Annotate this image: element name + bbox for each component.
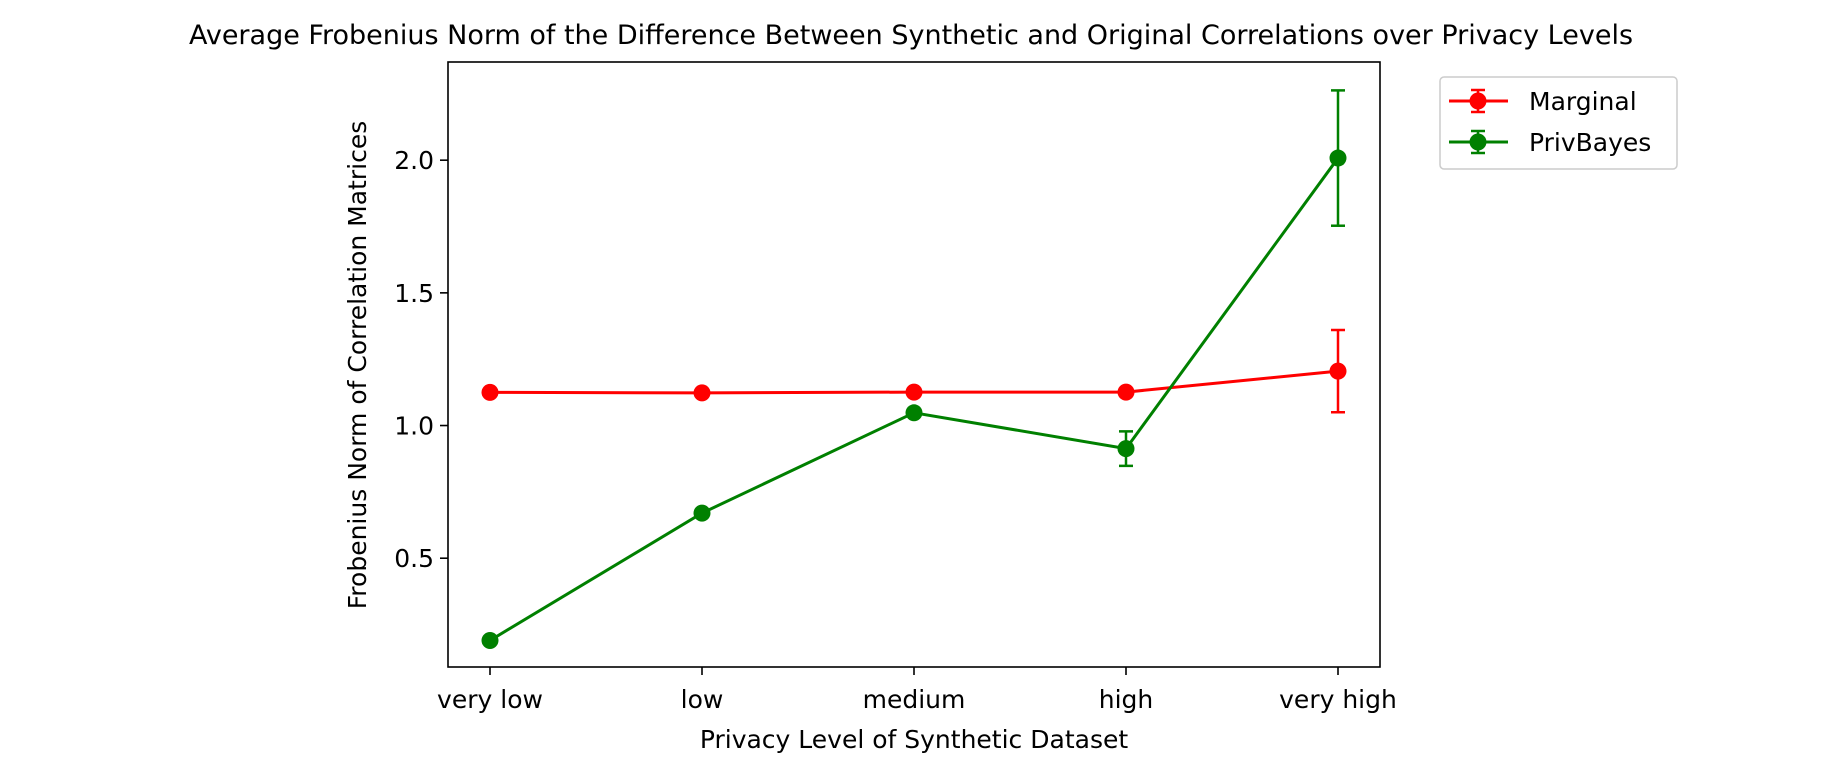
x-tick-label: very low <box>437 685 543 714</box>
data-point <box>905 404 923 422</box>
y-tick-label: 1.0 <box>394 412 434 441</box>
y-tick-label: 2.0 <box>394 146 434 175</box>
x-axis-label: Privacy Level of Synthetic Dataset <box>700 725 1129 754</box>
y-axis-label: Frobenius Norm of Correlation Matrices <box>343 121 372 610</box>
legend-label: PrivBayes <box>1529 128 1651 157</box>
y-tick-label: 0.5 <box>394 544 434 573</box>
chart-title: Average Frobenius Norm of the Difference… <box>189 20 1633 51</box>
data-point <box>1117 440 1135 458</box>
data-point <box>481 383 499 401</box>
legend-marker <box>1469 133 1487 151</box>
data-point <box>905 383 923 401</box>
x-tick-label: very high <box>1279 685 1397 714</box>
data-point <box>481 631 499 649</box>
x-axis: very low low medium high very high <box>437 667 1397 714</box>
series-marginal <box>481 328 1347 414</box>
x-tick-label: medium <box>863 685 966 714</box>
series-layer <box>481 89 1347 649</box>
series-privbayes <box>481 89 1347 649</box>
data-point <box>693 504 711 522</box>
data-point <box>1329 362 1347 380</box>
y-tick-label: 1.5 <box>394 279 434 308</box>
x-tick-label: high <box>1099 685 1154 714</box>
data-point <box>1117 383 1135 401</box>
data-point <box>693 384 711 402</box>
x-tick-label: low <box>681 685 724 714</box>
legend: Marginal PrivBayes <box>1439 76 1678 170</box>
legend-label: Marginal <box>1529 87 1637 116</box>
data-point <box>1329 149 1347 167</box>
y-axis: 0.5 1.0 1.5 2.0 <box>394 146 448 573</box>
legend-marker <box>1469 92 1487 110</box>
